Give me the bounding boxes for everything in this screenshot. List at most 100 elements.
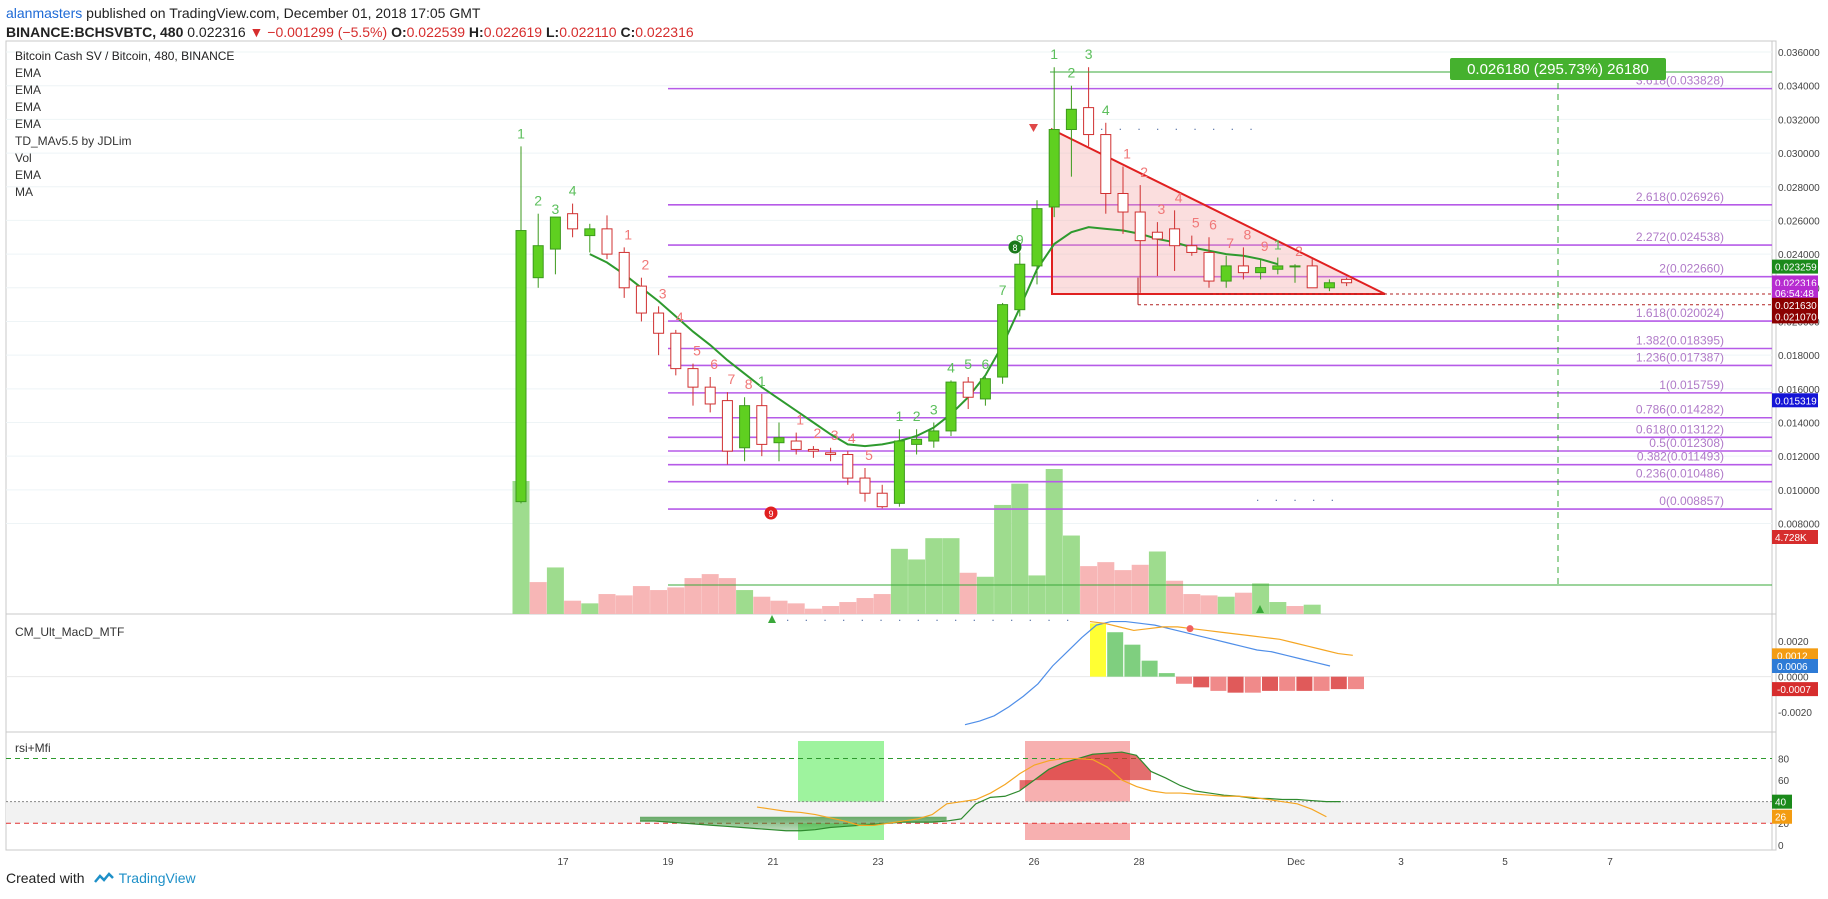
- setup-eight-icon: [1008, 240, 1022, 254]
- volume-bar: [1045, 469, 1063, 614]
- td-up-count: 4: [569, 183, 577, 199]
- candle-body: [1341, 278, 1353, 284]
- macd-value-box: [1772, 682, 1818, 697]
- td-up-count: 5: [964, 356, 972, 372]
- volume-bar: [770, 600, 788, 614]
- fib-label: 1.236(0.017387): [1636, 350, 1724, 364]
- candle-body: [790, 440, 802, 450]
- volume-bar: [976, 576, 994, 614]
- volume-bars: [512, 469, 1321, 614]
- candle-body: [1083, 107, 1095, 136]
- td-up-count: 9: [1016, 231, 1024, 247]
- time-tick-label: 17: [557, 857, 569, 866]
- volume-bar: [736, 590, 754, 614]
- high-value: 0.022619: [483, 24, 543, 40]
- td-down-count: 1: [796, 412, 804, 428]
- candle-body: [618, 251, 630, 289]
- price-range-measure[interactable]: 0.026180 (295.73%) 26180: [668, 58, 1772, 586]
- macd-value-label: -0.0007: [1777, 685, 1811, 696]
- candle-body: [1306, 265, 1318, 289]
- time-tick-label: 26: [1028, 857, 1040, 866]
- candle-body: [911, 438, 923, 445]
- price-label: 0.022316: [1775, 278, 1817, 289]
- volume-bar: [822, 606, 840, 614]
- td-up-count: 6: [982, 356, 990, 372]
- macd-histogram-bar: [1262, 676, 1278, 691]
- volume-bar: [1011, 483, 1029, 614]
- td-down-count: 1: [624, 226, 632, 242]
- fib-label: 0.382(0.011493): [1637, 450, 1724, 464]
- price-tick-label: 0.028000: [1778, 183, 1820, 194]
- candle-body: [1289, 265, 1301, 268]
- candle-body: [979, 378, 991, 400]
- candle-body: [756, 405, 768, 445]
- macd-histogram-bar: [1141, 660, 1158, 677]
- mfi-line: [756, 757, 1327, 826]
- candle-body: [945, 381, 957, 432]
- price-change: ▼ −0.001299 (−5.5%): [249, 24, 388, 40]
- fib-label: 1.618(0.020024): [1636, 306, 1724, 320]
- price-label: 0.021630: [1775, 301, 1817, 312]
- macd-tick-label: 0.0000: [1778, 673, 1809, 684]
- rsi-tick-label: 0: [1778, 841, 1784, 852]
- author-link[interactable]: alanmasters: [6, 5, 83, 21]
- candle-body: [1237, 265, 1249, 274]
- candle-body: [1272, 265, 1284, 270]
- td-down-count: 4: [848, 430, 856, 446]
- volume-bar: [598, 594, 616, 614]
- macd-histogram-bar: [1313, 676, 1330, 691]
- macd-histogram-bar: [1330, 676, 1347, 690]
- td-down-count: 4: [676, 309, 684, 325]
- volume-bar: [908, 559, 926, 614]
- volume-bar: [1148, 551, 1166, 614]
- macd-histogram-bar: [1227, 676, 1244, 693]
- price-label: 06:54:48: [1775, 289, 1814, 300]
- price-label: 4.728K: [1775, 533, 1807, 544]
- price-label-box: [1772, 530, 1818, 544]
- price-tick-label: 0.014000: [1778, 418, 1820, 429]
- tradingview-brand[interactable]: TradingView: [93, 870, 196, 886]
- main-pane-frame: [5, 40, 1777, 615]
- fib-label: 2.272(0.024538): [1636, 230, 1724, 244]
- fib-label: 1(0.015759): [1659, 378, 1724, 392]
- time-tick-label: 21: [767, 857, 779, 866]
- publish-line: alanmasters published on TradingView.com…: [6, 4, 694, 23]
- rsi-line: [640, 751, 1341, 832]
- td-down-count: 4: [1175, 189, 1183, 205]
- volume-bar: [1166, 580, 1184, 614]
- setup-nine-label: 9: [768, 509, 773, 519]
- rsi-band: [6, 801, 1772, 824]
- volume-bar: [1200, 595, 1218, 614]
- candle-body: [567, 213, 579, 230]
- volume-bar: [1062, 535, 1080, 614]
- td-down-count: 2: [814, 425, 822, 441]
- price-tick-label: 0.030000: [1778, 149, 1820, 160]
- legend-item: Vol: [15, 151, 32, 165]
- macd-histogram-bar: [1279, 676, 1296, 691]
- volume-bar: [1217, 596, 1235, 614]
- volume-bar: [581, 603, 599, 614]
- time-tick-label: 28: [1133, 857, 1145, 866]
- rsi-tick-label: 20: [1778, 819, 1790, 830]
- td-down-count: 3: [659, 285, 667, 301]
- rsi-overbought-fill: [1019, 752, 1151, 791]
- rsi-value-label: 40: [1775, 798, 1787, 809]
- volume-bar: [615, 595, 633, 614]
- chart-header: alanmasters published on TradingView.com…: [6, 4, 694, 42]
- symbol-label: BINANCE:BCHSVBTC, 480: [6, 24, 184, 40]
- candle-body: [876, 492, 888, 508]
- fib-label: 0(0.008857): [1659, 494, 1724, 508]
- macd-tick-label: 0.0020: [1778, 637, 1809, 648]
- macd-histogram-bar: [1193, 676, 1210, 688]
- candle-body: [1255, 267, 1267, 274]
- price-tick-label: 0.008000: [1778, 520, 1820, 531]
- candle-body: [1014, 263, 1026, 311]
- candle-body: [739, 405, 751, 449]
- volume-bar: [994, 504, 1012, 614]
- td-down-count: 3: [1158, 201, 1166, 217]
- volume-bar: [1114, 570, 1132, 614]
- volume-bar: [942, 538, 960, 614]
- volume-bar: [701, 574, 719, 614]
- trading-chart[interactable]: 3.618(0.033828)2.618(0.026926)2.272(0.02…: [0, 40, 1828, 866]
